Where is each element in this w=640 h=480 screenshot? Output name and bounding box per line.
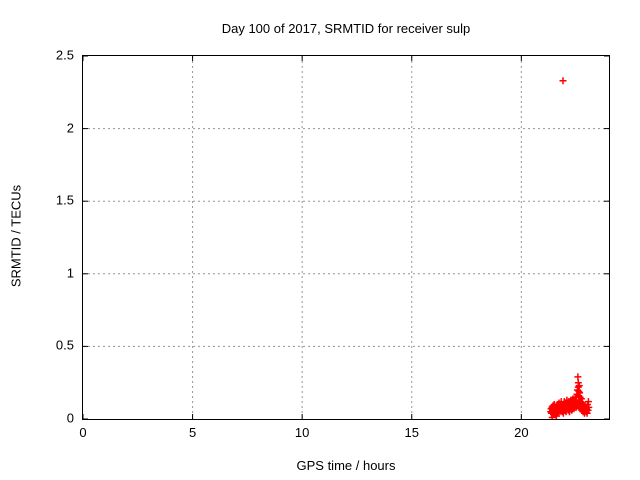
x-tick-label: 0 — [79, 425, 87, 440]
x-axis-label: GPS time / hours — [296, 458, 396, 473]
x-tick-label: 15 — [404, 425, 419, 440]
y-tick-label: 2 — [66, 120, 74, 136]
y-tick-label: 0 — [66, 410, 74, 426]
y-tick-label: 2.5 — [55, 47, 74, 63]
y-tick-label: 1.5 — [55, 192, 74, 208]
y-tick-label: 1 — [66, 265, 74, 281]
scatter-points — [547, 77, 593, 419]
plot-canvas — [83, 56, 609, 419]
x-tick-label: 20 — [514, 425, 529, 440]
y-tick-label: 0.5 — [55, 337, 74, 353]
x-tick-label: 5 — [188, 425, 197, 440]
x-tick-label: 10 — [294, 425, 310, 440]
plot-area — [82, 55, 610, 420]
chart-title: Day 100 of 2017, SRMTID for receiver sul… — [221, 21, 471, 36]
